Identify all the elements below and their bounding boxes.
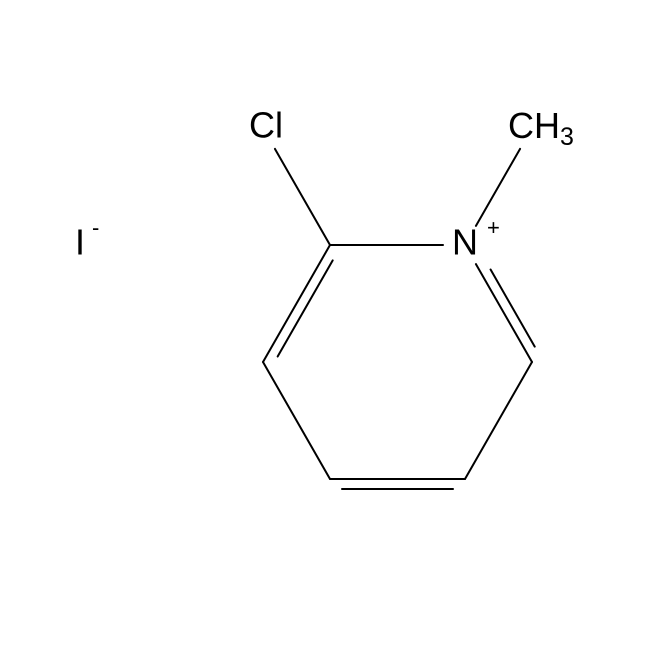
molecule-diagram: N + CH3 Cl I-: [0, 0, 650, 650]
atom-label-iodide: I: [75, 222, 85, 263]
bonds-layer: [263, 149, 535, 489]
charge-minus: -: [92, 215, 99, 240]
atom-label-nitrogen: N: [452, 222, 478, 263]
charge-plus: +: [487, 215, 500, 240]
atom-label-chlorine: Cl: [249, 105, 283, 146]
atom-label-methyl: CH3: [508, 105, 574, 151]
